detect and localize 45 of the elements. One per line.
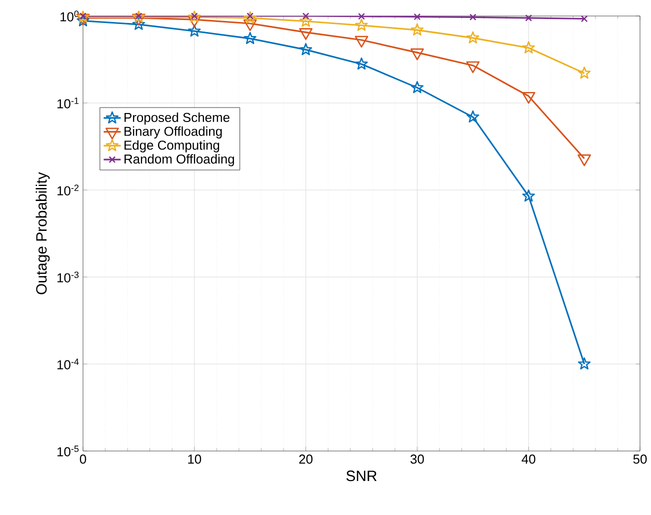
point bbox=[355, 57, 368, 70]
point bbox=[469, 14, 476, 21]
point bbox=[355, 18, 368, 31]
y-tick-label: 10$^{-2}$ bbox=[58, 184, 79, 196]
point bbox=[522, 41, 535, 54]
point bbox=[578, 357, 591, 370]
point bbox=[414, 13, 421, 20]
point bbox=[244, 32, 256, 44]
point bbox=[578, 66, 591, 79]
x-tick-label: 30 bbox=[410, 454, 424, 464]
point bbox=[188, 10, 201, 23]
point bbox=[188, 24, 201, 37]
legend-label: Binary Offloading bbox=[124, 126, 222, 138]
point bbox=[410, 23, 424, 36]
point bbox=[410, 81, 424, 94]
x-tick-label: 10 bbox=[188, 454, 202, 464]
point bbox=[466, 110, 480, 123]
point bbox=[580, 15, 588, 22]
x-tick-label: 40 bbox=[522, 454, 536, 464]
point bbox=[302, 12, 310, 20]
point bbox=[522, 190, 535, 202]
y-tick-label: 10$^{-3}$ bbox=[58, 272, 79, 282]
point bbox=[466, 31, 480, 44]
point bbox=[358, 12, 365, 20]
point bbox=[244, 11, 256, 24]
point bbox=[132, 18, 146, 30]
point bbox=[299, 43, 312, 56]
x-tick-label: 50 bbox=[633, 454, 647, 464]
point bbox=[80, 12, 86, 20]
legend-label: Edge Computing bbox=[124, 140, 220, 152]
point bbox=[190, 12, 198, 20]
point bbox=[299, 14, 312, 27]
point bbox=[135, 12, 142, 20]
y-axis-title: Outage Probability bbox=[36, 172, 50, 294]
legend-label: Random Offloading bbox=[124, 154, 234, 166]
y-tick-label: 10$^{-5}$ bbox=[58, 446, 79, 456]
point bbox=[132, 10, 146, 23]
point bbox=[246, 12, 254, 20]
y-tick-label: 10$^{-1}$ bbox=[58, 98, 79, 108]
x-tick-label: 0 bbox=[80, 454, 86, 464]
x-tick-label: 20 bbox=[299, 454, 312, 464]
y-tick-label: 10$^{-4}$ bbox=[58, 358, 79, 370]
legend-label: Proposed Scheme bbox=[124, 112, 230, 125]
x-axis-title: SNR bbox=[346, 470, 377, 482]
point bbox=[525, 14, 532, 22]
